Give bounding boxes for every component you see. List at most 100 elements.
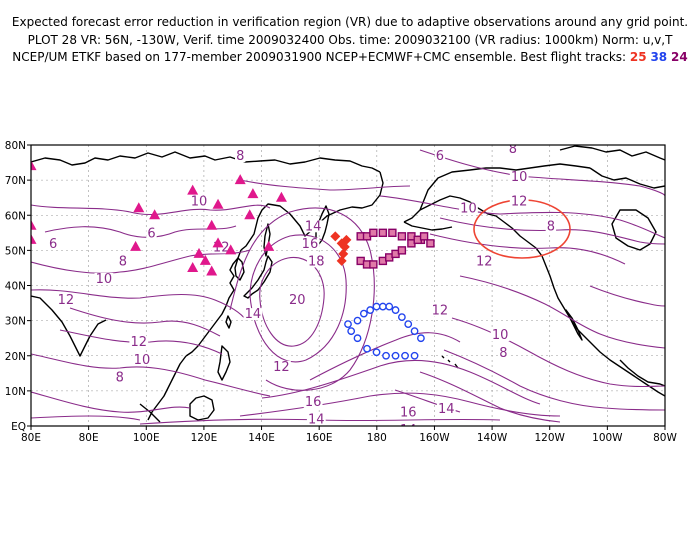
contour-label: 12 (511, 195, 528, 210)
track-c-marker (369, 260, 378, 269)
contour-label: 8 (547, 219, 555, 234)
contour-label: 8 (119, 254, 127, 269)
observation-site-marker (193, 247, 205, 258)
x-tick-label: 120W (535, 432, 566, 444)
contour-label: 16 (400, 405, 417, 420)
track-b-marker (404, 320, 413, 329)
contour-label-bg (129, 336, 149, 349)
observation-site-marker (206, 219, 218, 230)
contour-label-bg (326, 526, 345, 538)
contour-line (59, 329, 223, 355)
track-a-marker (330, 231, 341, 242)
track-c-label: 24 (670, 50, 688, 64)
hawaii (441, 355, 459, 369)
contour-label: 10 (96, 272, 113, 287)
x-tick-label: 80E (79, 432, 99, 444)
contour-label: 6 (147, 226, 155, 241)
contour-label: 10 (191, 195, 208, 210)
track-b-marker (391, 351, 400, 360)
contour-label-bg (498, 346, 509, 359)
contour-label: 6 (436, 149, 444, 164)
aleutians (403, 221, 453, 231)
track-a-label: 25 (629, 50, 647, 64)
contour-line (69, 307, 221, 337)
x-tick-label: 160E (306, 432, 333, 444)
track-b-marker (353, 334, 362, 343)
contour-label: 12 (476, 254, 493, 269)
contour-line (31, 289, 247, 321)
contour-label-bg (509, 171, 529, 184)
contour-label: 16 (305, 395, 322, 410)
contour-label-bg (82, 480, 101, 492)
contour-label: 14 (400, 423, 417, 438)
contour-label: 8 (493, 455, 501, 470)
contour-line (31, 391, 191, 413)
contour-line (259, 256, 325, 347)
contour-label-bg (306, 413, 326, 426)
contour-label: 10 (210, 525, 227, 540)
sumatra (139, 403, 161, 423)
japan (243, 255, 273, 299)
track-c-marker (378, 228, 388, 238)
contour-line (44, 225, 237, 238)
observation-site-marker (149, 209, 161, 220)
track-b-marker (385, 302, 394, 311)
track-b-marker (353, 316, 362, 325)
y-tick-label: 20N (5, 351, 26, 363)
contour-label: 8 (509, 142, 517, 157)
contour-label: 14 (308, 412, 325, 427)
observation-site-marker (187, 261, 199, 272)
contour-label-bg (191, 515, 201, 527)
track-b-marker (382, 351, 390, 360)
track-c-marker (397, 246, 407, 255)
contour-label-bg (490, 329, 510, 342)
canada-islands (559, 145, 665, 189)
x-tick-label: 180 (367, 432, 387, 444)
track-a-marker (336, 255, 347, 266)
contour-label-bg (631, 456, 641, 468)
contour-label-bg (189, 195, 209, 208)
contour-line (439, 217, 665, 245)
x-tick-label: 120E (191, 432, 218, 444)
contour-label: 10 (134, 353, 151, 368)
contour-label: 20 (289, 293, 306, 308)
track-c-marker (426, 239, 435, 248)
y-tick-label: 30N (5, 316, 26, 328)
contour-label: 12 (58, 293, 75, 308)
contour-label: 10 (492, 328, 509, 343)
contour-label-bg (132, 353, 152, 366)
contour-label: 8 (499, 346, 507, 361)
x-tick-label: 160W (419, 432, 450, 444)
x-tick-label: 140W (477, 432, 508, 444)
contour-label: 14 (305, 219, 322, 234)
contour-label: 18 (308, 254, 325, 269)
taiwan (225, 315, 232, 329)
observation-site-marker (212, 237, 224, 248)
contour-label-bg (209, 526, 228, 538)
contour-label: 12 (327, 525, 344, 540)
track-a-marker (338, 248, 349, 259)
track-b-marker (391, 306, 400, 314)
y-tick-label: 80N (5, 140, 26, 152)
north-america-west-coast (541, 255, 665, 397)
x-tick-label: 140E (248, 432, 275, 444)
contour-line (31, 249, 251, 274)
track-b-marker (397, 313, 406, 322)
observation-site-marker (199, 254, 211, 265)
contour-label-bg (364, 480, 383, 492)
contour-label-bg (474, 255, 494, 268)
contour-label-bg (545, 220, 557, 233)
y-tick-label: EQ (11, 421, 26, 433)
flight-track-c (356, 228, 435, 269)
track-b-marker (410, 351, 419, 360)
contour-label-bg (303, 220, 323, 233)
contour-line (419, 149, 665, 197)
contour-line (239, 392, 561, 417)
track-b-marker (372, 302, 381, 311)
contour-label-bg (403, 491, 413, 503)
contour-label-bg (114, 371, 125, 384)
contour-label: 10 (83, 479, 100, 494)
contour-label: 6 (49, 237, 57, 252)
